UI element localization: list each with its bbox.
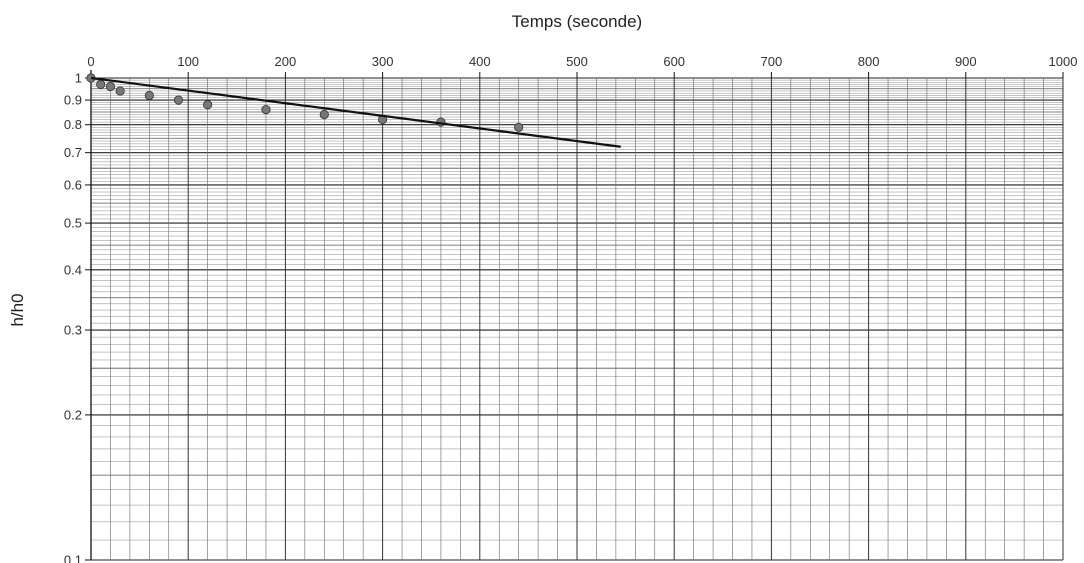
plot-area: 0 100 200 300 400 500 600 700 800 900 1000 0.1 0.2 0.… [64, 54, 1078, 563]
data-point [105, 81, 116, 92]
x-tick-label: 0 [87, 54, 94, 69]
x-tick-label: 700 [761, 54, 783, 69]
x-tick-label: 600 [663, 54, 685, 69]
y-tick-label: 0.9 [64, 93, 82, 108]
x-tick-label: 1000 [1049, 54, 1078, 69]
y-tick-label: 0.7 [64, 145, 82, 160]
x-tick-label: 400 [469, 54, 491, 69]
data-point [96, 79, 106, 89]
y-tick-label: 1 [75, 71, 82, 86]
y-tick-label: 0.6 [64, 177, 82, 192]
x-axis-title: Temps (seconde) [512, 12, 642, 31]
x-tick-label: 900 [955, 54, 977, 69]
data-point [144, 90, 154, 101]
x-tick-label: 300 [372, 54, 394, 69]
y-tick-label: 0.1 [64, 553, 82, 563]
data-point [115, 86, 125, 96]
y-tick-label: 0.5 [64, 216, 82, 231]
x-tick-label: 500 [566, 54, 588, 69]
x-tick-label: 200 [275, 54, 297, 69]
data-point [319, 109, 329, 120]
data-point [203, 100, 213, 110]
y-tick-label: 0.2 [64, 407, 82, 422]
data-point [173, 95, 184, 105]
y-tick-label: 0.4 [64, 262, 82, 277]
data-series [86, 73, 621, 148]
y-tick-label: 0.3 [64, 323, 82, 338]
grid-lines [85, 70, 1064, 561]
x-tick-label: 100 [177, 54, 199, 69]
fit-line [90, 76, 621, 148]
y-axis-title: h/h0 [8, 293, 27, 326]
x-tick-label: 800 [858, 54, 880, 69]
y-tick-label: 0.8 [64, 117, 82, 132]
data-point [514, 122, 524, 132]
tick-labels: 0 100 200 300 400 500 600 700 800 900 1000 0.1 0.2 0.… [64, 54, 1078, 563]
data-point [261, 104, 271, 115]
